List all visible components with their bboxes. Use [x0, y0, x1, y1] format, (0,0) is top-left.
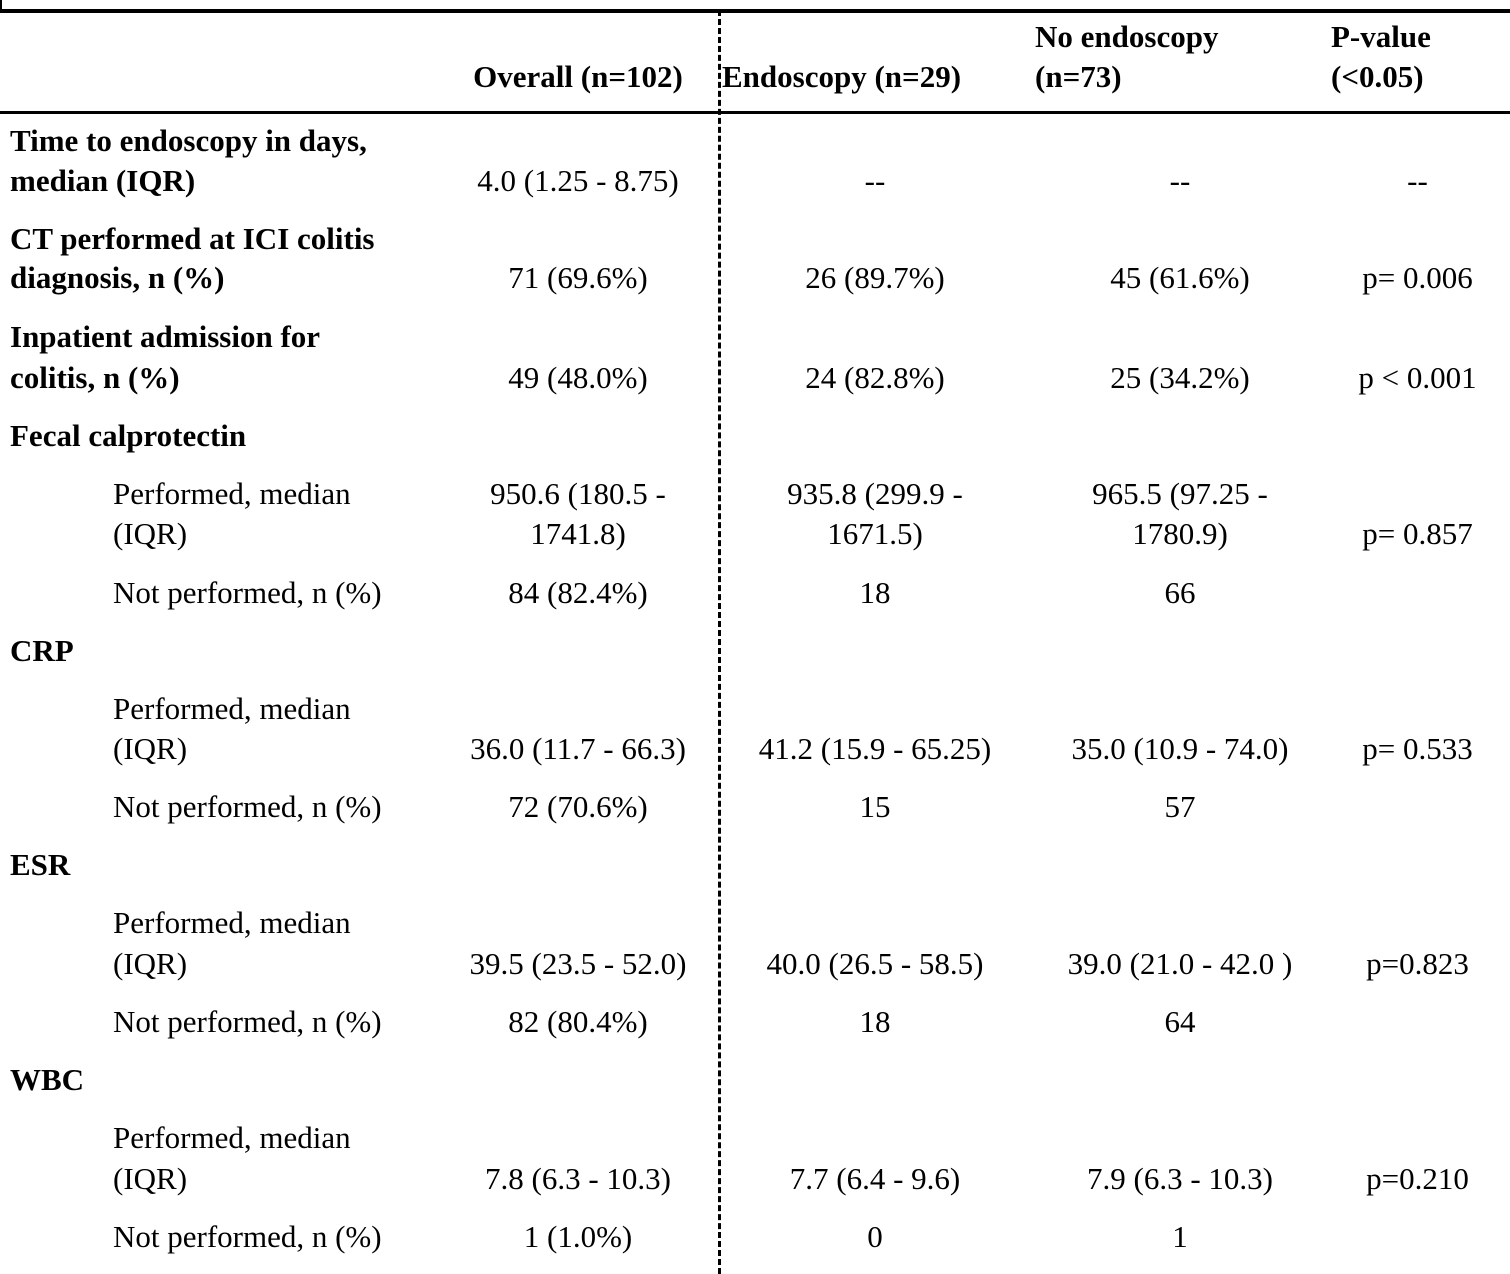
wbc-performed-overall: 7.8 (6.3 - 10.3) [485, 1161, 671, 1196]
section-label-esr: ESR [10, 847, 71, 882]
fecal-performed-label-line2: (IQR) [113, 516, 188, 551]
fecal-performed-overall-line2: 1741.8) [530, 516, 626, 551]
inpatient-pvalue: p < 0.001 [1358, 360, 1477, 395]
time-endoscopy: -- [864, 163, 886, 198]
header-pvalue-line2: (<0.05) [1331, 59, 1424, 94]
crp-not-performed-no-endoscopy: 57 [1164, 789, 1196, 824]
esr-not-performed-no-endoscopy: 64 [1164, 1004, 1196, 1039]
wbc-pvalue: p=0.210 [1366, 1161, 1469, 1196]
row-label-time-line1: Time to endoscopy in days, [10, 123, 367, 158]
esr-performed-overall: 39.5 (23.5 - 52.0) [469, 946, 687, 981]
esr-performed-label-line2: (IQR) [113, 946, 188, 981]
section-label-fecal: Fecal calprotectin [10, 418, 247, 453]
ct-no-endoscopy: 45 (61.6%) [1110, 260, 1250, 295]
section-label-crp: CRP [10, 633, 74, 668]
esr-performed-endoscopy: 40.0 (26.5 - 58.5) [766, 946, 984, 981]
wbc-performed-label-line1: Performed, median [113, 1120, 351, 1155]
row-label-time-line2: median (IQR) [10, 163, 196, 198]
section-label-wbc: WBC [10, 1062, 85, 1097]
wbc-not-performed-endoscopy: 0 [867, 1219, 883, 1254]
row-label-inpatient-line1: Inpatient admission for [10, 319, 321, 354]
fecal-pvalue: p= 0.857 [1362, 516, 1473, 551]
fecal-performed-no-endoscopy-line1: 965.5 (97.25 - [1092, 476, 1268, 511]
crp-performed-overall: 36.0 (11.7 - 66.3) [470, 731, 686, 766]
inpatient-overall: 49 (48.0%) [508, 360, 648, 395]
row-label-ct-line1: CT performed at ICI colitis [10, 221, 375, 256]
time-overall: 4.0 (1.25 - 8.75) [477, 163, 679, 198]
crp-not-performed-endoscopy: 15 [859, 789, 891, 824]
esr-not-performed-label: Not performed, n (%) [113, 1004, 382, 1039]
header-no-endoscopy-line1: No endoscopy [1035, 19, 1219, 54]
crp-performed-label-line2: (IQR) [113, 731, 188, 766]
crp-performed-label-line1: Performed, median [113, 691, 351, 726]
fecal-not-performed-no-endoscopy: 66 [1164, 575, 1196, 610]
row-label-inpatient-line2: colitis, n (%) [10, 360, 180, 395]
time-no-endoscopy: -- [1169, 163, 1191, 198]
fecal-performed-overall-line1: 950.6 (180.5 - [490, 476, 666, 511]
esr-pvalue: p=0.823 [1366, 946, 1469, 981]
header-no-endoscopy-line2: (n=73) [1035, 59, 1122, 94]
crp-performed-endoscopy: 41.2 (15.9 - 65.25) [758, 731, 992, 766]
ct-endoscopy: 26 (89.7%) [805, 260, 945, 295]
ct-overall: 71 (69.6%) [508, 260, 648, 295]
fecal-performed-no-endoscopy-line2: 1780.9) [1132, 516, 1228, 551]
fecal-not-performed-overall: 84 (82.4%) [508, 575, 648, 610]
ct-pvalue: p= 0.006 [1362, 260, 1473, 295]
header-overall: Overall (n=102) [473, 59, 683, 94]
wbc-performed-no-endoscopy: 7.9 (6.3 - 10.3) [1087, 1161, 1273, 1196]
wbc-performed-label-line2: (IQR) [113, 1161, 188, 1196]
corner-tick [0, 0, 2, 12]
esr-performed-label-line1: Performed, median [113, 905, 351, 940]
header-pvalue-line1: P-value [1331, 19, 1431, 54]
table-top-rule [0, 9, 1510, 13]
fecal-performed-endoscopy-line2: 1671.5) [827, 516, 923, 551]
column-divider-dashed [718, 10, 721, 1274]
esr-not-performed-overall: 82 (80.4%) [508, 1004, 648, 1039]
time-pvalue: -- [1407, 163, 1428, 198]
fecal-not-performed-label: Not performed, n (%) [113, 575, 382, 610]
crp-not-performed-overall: 72 (70.6%) [508, 789, 648, 824]
wbc-not-performed-label: Not performed, n (%) [113, 1219, 382, 1254]
wbc-performed-endoscopy: 7.7 (6.4 - 9.6) [789, 1161, 961, 1196]
crp-performed-no-endoscopy: 35.0 (10.9 - 74.0) [1071, 731, 1289, 766]
inpatient-no-endoscopy: 25 (34.2%) [1110, 360, 1250, 395]
fecal-performed-label-line1: Performed, median [113, 476, 351, 511]
fecal-performed-endoscopy-line1: 935.8 (299.9 - [787, 476, 963, 511]
esr-performed-no-endoscopy: 39.0 (21.0 - 42.0 ) [1067, 946, 1293, 981]
table-header-rule [0, 111, 1510, 114]
fecal-not-performed-endoscopy: 18 [859, 575, 891, 610]
esr-not-performed-endoscopy: 18 [859, 1004, 891, 1039]
wbc-not-performed-no-endoscopy: 1 [1172, 1219, 1188, 1254]
row-label-ct-line2: diagnosis, n (%) [10, 260, 225, 295]
header-endoscopy: Endoscopy (n=29) [722, 59, 962, 94]
crp-pvalue: p= 0.533 [1362, 731, 1473, 766]
wbc-not-performed-overall: 1 (1.0%) [523, 1219, 633, 1254]
inpatient-endoscopy: 24 (82.8%) [805, 360, 945, 395]
crp-not-performed-label: Not performed, n (%) [113, 789, 382, 824]
